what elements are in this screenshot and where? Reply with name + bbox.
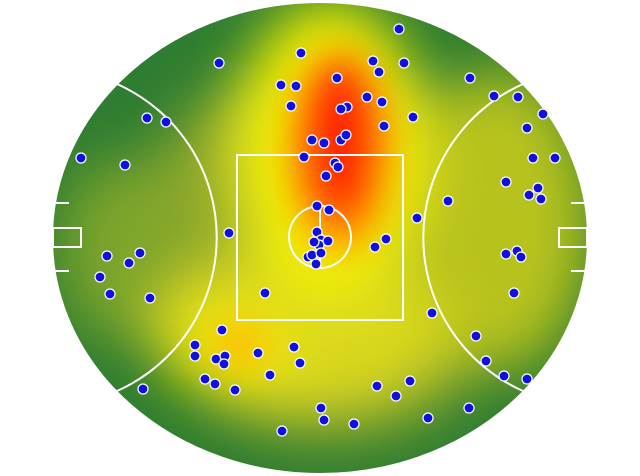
data-point xyxy=(216,324,228,336)
data-point xyxy=(285,100,297,112)
data-point xyxy=(537,108,549,120)
data-point xyxy=(137,383,149,395)
data-point xyxy=(223,227,235,239)
data-point xyxy=(306,134,318,146)
data-point xyxy=(376,96,388,108)
data-point xyxy=(119,159,131,171)
data-point xyxy=(411,212,423,224)
data-point xyxy=(123,257,135,269)
data-point xyxy=(512,91,524,103)
data-point xyxy=(369,241,381,253)
data-point xyxy=(323,204,335,216)
data-point xyxy=(398,57,410,69)
data-point xyxy=(199,373,211,385)
data-point xyxy=(373,66,385,78)
data-point xyxy=(134,247,146,259)
data-point xyxy=(367,55,379,67)
data-point xyxy=(442,195,454,207)
data-point xyxy=(104,288,116,300)
data-point xyxy=(498,370,510,382)
data-point xyxy=(527,152,539,164)
data-point xyxy=(189,339,201,351)
data-point xyxy=(500,248,512,260)
data-point xyxy=(276,425,288,437)
data-point xyxy=(209,378,221,390)
data-point xyxy=(390,390,402,402)
data-point xyxy=(320,170,332,182)
data-point xyxy=(259,287,271,299)
data-point xyxy=(532,182,544,194)
data-point xyxy=(311,200,323,212)
data-point xyxy=(290,80,302,92)
data-point xyxy=(393,23,405,35)
data-point xyxy=(508,287,520,299)
data-point xyxy=(318,137,330,149)
data-point xyxy=(380,233,392,245)
data-point xyxy=(464,72,476,84)
data-point xyxy=(404,375,416,387)
data-point xyxy=(535,193,547,205)
data-point xyxy=(500,176,512,188)
data-point xyxy=(218,358,230,370)
data-point xyxy=(213,57,225,69)
data-point xyxy=(94,271,106,283)
data-point xyxy=(470,330,482,342)
data-point xyxy=(521,373,533,385)
data-point xyxy=(294,357,306,369)
data-point xyxy=(480,355,492,367)
data-point xyxy=(189,350,201,362)
data-point xyxy=(318,414,330,426)
data-point xyxy=(463,402,475,414)
data-point xyxy=(422,412,434,424)
data-point xyxy=(348,418,360,430)
data-point xyxy=(275,79,287,91)
data-point xyxy=(229,384,241,396)
data-point xyxy=(264,369,276,381)
data-point xyxy=(523,189,535,201)
data-point xyxy=(488,90,500,102)
data-point xyxy=(101,250,113,262)
data-point xyxy=(378,120,390,132)
data-point xyxy=(331,72,343,84)
data-point xyxy=(252,347,264,359)
data-point xyxy=(521,122,533,134)
data-point xyxy=(144,292,156,304)
data-point xyxy=(426,307,438,319)
data-point xyxy=(308,236,320,248)
data-point xyxy=(141,112,153,124)
data-point xyxy=(298,151,310,163)
data-point xyxy=(335,103,347,115)
data-point xyxy=(315,402,327,414)
data-point xyxy=(340,129,352,141)
data-point xyxy=(310,258,322,270)
data-point xyxy=(332,161,344,173)
data-point xyxy=(288,341,300,353)
data-point xyxy=(75,152,87,164)
data-point xyxy=(315,247,327,259)
data-point xyxy=(160,116,172,128)
data-point xyxy=(361,91,373,103)
data-point xyxy=(515,251,527,263)
data-point xyxy=(295,47,307,59)
data-point xyxy=(549,152,561,164)
data-point xyxy=(407,111,419,123)
data-point xyxy=(371,380,383,392)
data-point xyxy=(322,235,334,247)
